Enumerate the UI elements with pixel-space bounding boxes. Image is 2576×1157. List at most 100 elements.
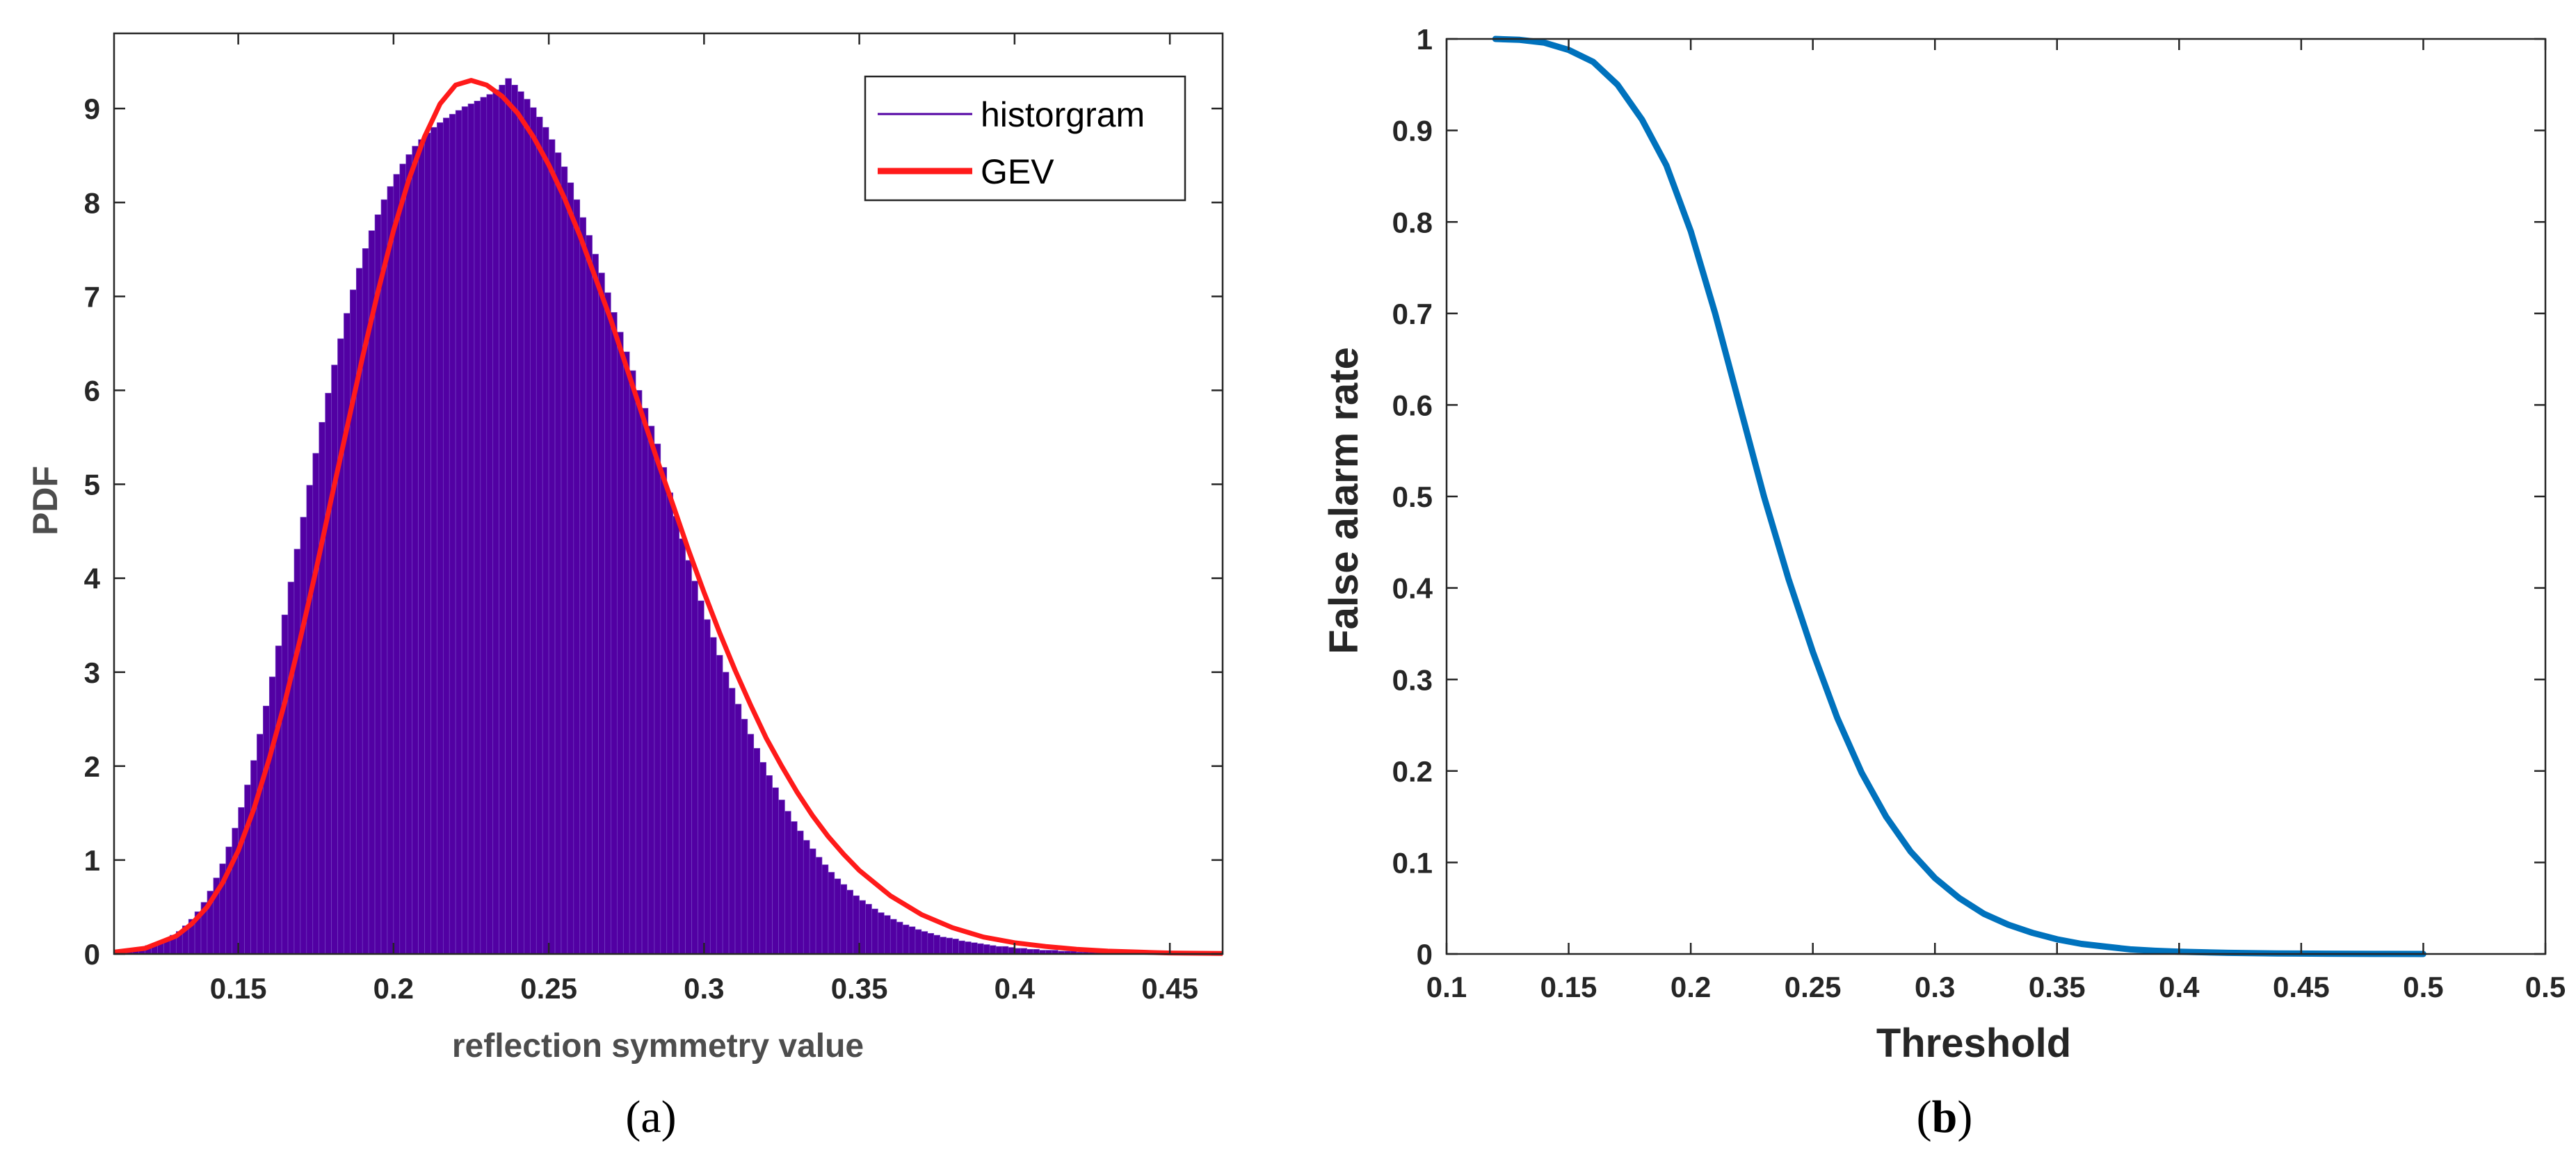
histogram-bar-117 [840,884,848,955]
chart-b-xtick-label-9: 0.5 [2525,971,2566,1003]
histogram-bar-82 [622,351,630,955]
histogram-bar-27 [281,614,289,955]
chart-a-ytick-label-5: 5 [84,469,100,501]
histogram-bar-53 [442,118,450,955]
histogram-bar-49 [418,139,425,955]
chart-b-ylabel: False alarm rate [1321,347,1367,654]
histogram-bar-84 [635,390,643,955]
caption-b-close: ) [1957,1092,1972,1142]
chart-a-legend: historgram GEV [864,75,1186,202]
histogram-bar-99 [728,688,736,955]
histogram-bar-50 [424,132,431,955]
histogram-bar-79 [604,292,611,955]
histogram-bar-126 [896,921,903,955]
histogram-bar-127 [902,924,910,955]
histogram-bar-92 [685,560,692,955]
chart-a-xtick-label-6: 0.45 [1141,972,1198,1005]
caption-a: (a) [625,1092,676,1142]
histogram-bar-85 [641,407,649,955]
chart-a-xtick-label-4: 0.35 [831,972,888,1005]
histogram-bar-31 [306,485,314,955]
histogram-bar-110 [796,830,804,955]
histogram-bar-20 [238,807,245,955]
histogram-bar-61 [492,89,499,955]
histogram-bar-69 [542,127,549,955]
chart-a-ytick-label-1: 1 [84,844,100,877]
histogram-bar-120 [859,900,866,955]
histogram-bar-44 [387,186,394,955]
histogram-bar-132 [933,934,940,955]
histogram-bar-118 [846,889,853,955]
histogram-bar-143 [1001,946,1009,955]
gev-curve [113,78,1223,956]
histogram-bar-100 [734,704,742,955]
histogram-bar-81 [617,332,624,955]
histogram-bar-71 [554,152,562,955]
histogram-bar-128 [908,926,916,955]
histogram-bar-122 [871,908,878,955]
histogram-bar-119 [853,895,860,955]
histogram-bar-83 [629,370,636,955]
chart-b-ytick-label-7: 0.7 [1392,298,1433,330]
chart-a-xtick-label-3: 0.3 [684,972,724,1005]
chart-b-xtick-label-7: 0.45 [2273,971,2330,1003]
histogram-bar-114 [821,864,829,955]
histogram-bar-138 [971,942,978,955]
chart-a-xtick-label-2: 0.25 [520,972,577,1005]
histogram-bar-28 [287,581,295,955]
histogram-bar-115 [828,872,835,955]
histogram-bar-130 [921,931,928,955]
histogram-bar-55 [455,110,462,955]
chart-a-ytick-label-0: 0 [84,938,100,971]
histogram-bar-47 [405,154,412,955]
histogram-bar-106 [772,787,779,955]
caption-b-open: ( [1917,1092,1932,1142]
histogram-bar-80 [611,312,618,955]
histogram-bar-101 [741,718,748,955]
histogram-bar-59 [480,97,488,955]
chart-b-plot-area [1447,39,2545,954]
histogram-bar-108 [784,811,791,955]
chart-a-ytick-label-6: 6 [84,375,100,407]
histogram-bar-144 [1008,947,1015,955]
histogram-bar-86 [647,426,655,955]
chart-b-ytick-label-8: 0.8 [1392,206,1433,238]
histogram-bar-24 [263,706,270,955]
chart-b-xtick-label-1: 0.15 [1540,971,1597,1003]
histogram-bar-141 [989,945,997,955]
chart-b-xtick-label-3: 0.25 [1785,971,1842,1003]
histogram-bar-116 [834,878,842,955]
histogram-bar-123 [878,912,885,955]
histogram-bar-76 [586,235,593,955]
histogram-bar-93 [691,581,698,955]
histogram-bar-23 [257,734,264,955]
histogram-bar-21 [244,784,251,955]
histogram-bar-134 [946,937,953,955]
histogram-bar-30 [300,517,307,955]
histogram-bar-74 [573,199,581,955]
chart-b-ytick-label-10: 1 [1417,23,1433,56]
chart-a-axes-box [113,32,1224,955]
chart-b-ytick-label-6: 0.6 [1392,389,1433,422]
chart-b-xtick-label-8: 0.5 [2403,971,2443,1003]
histogram-bar-67 [530,107,537,955]
histogram-bar-77 [592,254,599,955]
chart-b-xtick-label-6: 0.4 [2159,971,2200,1003]
histogram-bar-56 [461,106,469,955]
histogram-bar-73 [567,182,574,955]
histogram-bar-33 [319,422,325,955]
histogram-bar-88 [660,467,668,955]
histogram-bar-75 [579,217,586,955]
chart-b-ytick-label-4: 0.4 [1392,572,1433,605]
histogram-bar-97 [716,655,723,955]
chart-b-ytick-label-9: 0.9 [1392,115,1433,147]
histogram-bar-36 [337,338,344,955]
chart-b-ytick-label-3: 0.3 [1392,663,1433,696]
histogram-bar-34 [325,393,332,955]
histogram-bar-46 [399,163,407,955]
histogram-bar-112 [809,848,816,955]
histogram-bar-125 [889,919,897,955]
histogram-bar-124 [884,915,891,955]
histogram-bar-63 [505,78,512,955]
